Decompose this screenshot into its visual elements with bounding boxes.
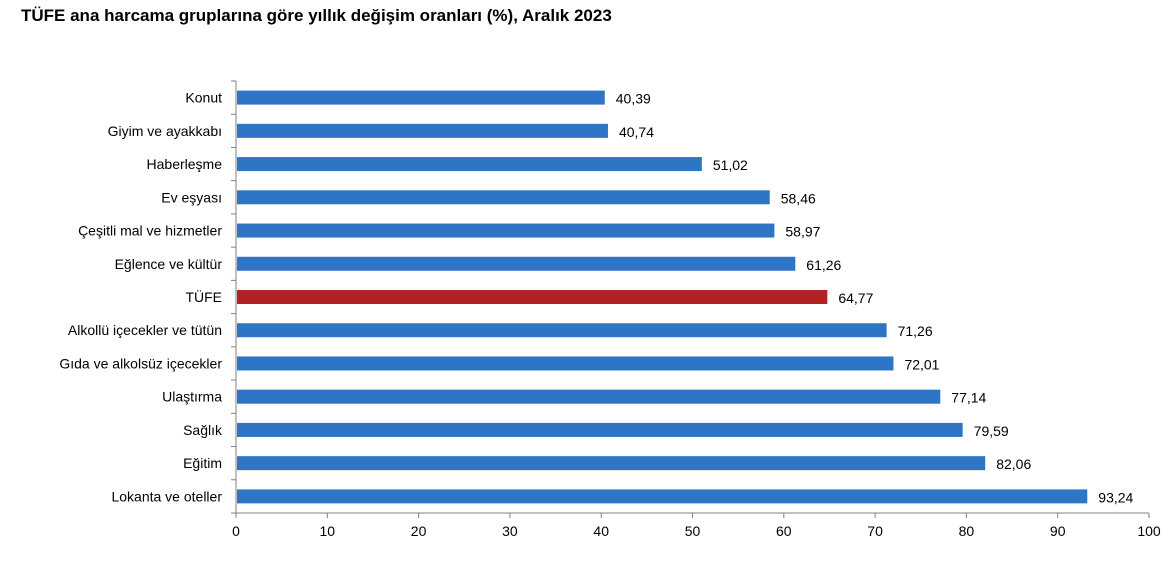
category-label: Gıda ve alkolsüz içecekler bbox=[59, 355, 222, 371]
category-label: Alkollü içecekler ve tütün bbox=[68, 322, 222, 338]
data-label: 58,97 bbox=[785, 224, 820, 240]
x-tick-label: 90 bbox=[1050, 523, 1066, 539]
bar bbox=[237, 323, 887, 338]
bar bbox=[237, 356, 894, 371]
data-label: 82,06 bbox=[996, 456, 1031, 472]
data-label: 61,26 bbox=[806, 257, 841, 273]
category-label: Ev eşyası bbox=[161, 189, 222, 205]
bar bbox=[237, 389, 941, 404]
category-label: TÜFE bbox=[185, 288, 222, 305]
x-tick-label: 0 bbox=[232, 523, 240, 539]
bar bbox=[237, 123, 608, 138]
bar bbox=[237, 223, 775, 238]
bar bbox=[237, 90, 605, 105]
category-label: Eğitim bbox=[183, 455, 222, 471]
category-label: Haberleşme bbox=[147, 156, 223, 172]
category-label: Lokanta ve oteller bbox=[111, 488, 222, 504]
data-label: 72,01 bbox=[904, 356, 939, 372]
x-tick-label: 30 bbox=[502, 523, 518, 539]
data-label: 58,46 bbox=[781, 190, 816, 206]
category-label: Sağlık bbox=[183, 422, 223, 438]
data-label: 64,77 bbox=[838, 290, 873, 306]
bar bbox=[237, 290, 828, 304]
bar bbox=[237, 422, 963, 437]
data-label: 77,14 bbox=[951, 390, 986, 406]
x-tick-label: 80 bbox=[959, 523, 975, 539]
x-tick-label: 70 bbox=[867, 523, 883, 539]
category-label: Çeşitli mal ve hizmetler bbox=[78, 223, 222, 239]
data-label: 93,24 bbox=[1098, 489, 1133, 505]
data-label: 40,39 bbox=[616, 91, 651, 107]
category-label: Konut bbox=[185, 90, 222, 106]
bar bbox=[237, 190, 770, 205]
bar bbox=[237, 489, 1088, 504]
data-label: 71,26 bbox=[898, 323, 933, 339]
x-tick-label: 50 bbox=[685, 523, 701, 539]
data-label: 79,59 bbox=[974, 423, 1009, 439]
bar bbox=[237, 157, 702, 172]
x-tick-label: 10 bbox=[320, 523, 336, 539]
bar bbox=[237, 256, 796, 271]
x-tick-label: 20 bbox=[411, 523, 427, 539]
chart-title: TÜFE ana harcama gruplarına göre yıllık … bbox=[21, 6, 612, 25]
bar bbox=[237, 456, 986, 471]
x-tick-label: 40 bbox=[593, 523, 609, 539]
x-tick-label: 100 bbox=[1137, 523, 1161, 539]
category-label: Eğlence ve kültür bbox=[115, 256, 223, 272]
data-label: 40,74 bbox=[619, 124, 654, 140]
category-label: Ulaştırma bbox=[162, 389, 222, 405]
category-label: Giyim ve ayakkabı bbox=[108, 123, 222, 139]
data-label: 51,02 bbox=[713, 157, 748, 173]
x-tick-label: 60 bbox=[776, 523, 792, 539]
